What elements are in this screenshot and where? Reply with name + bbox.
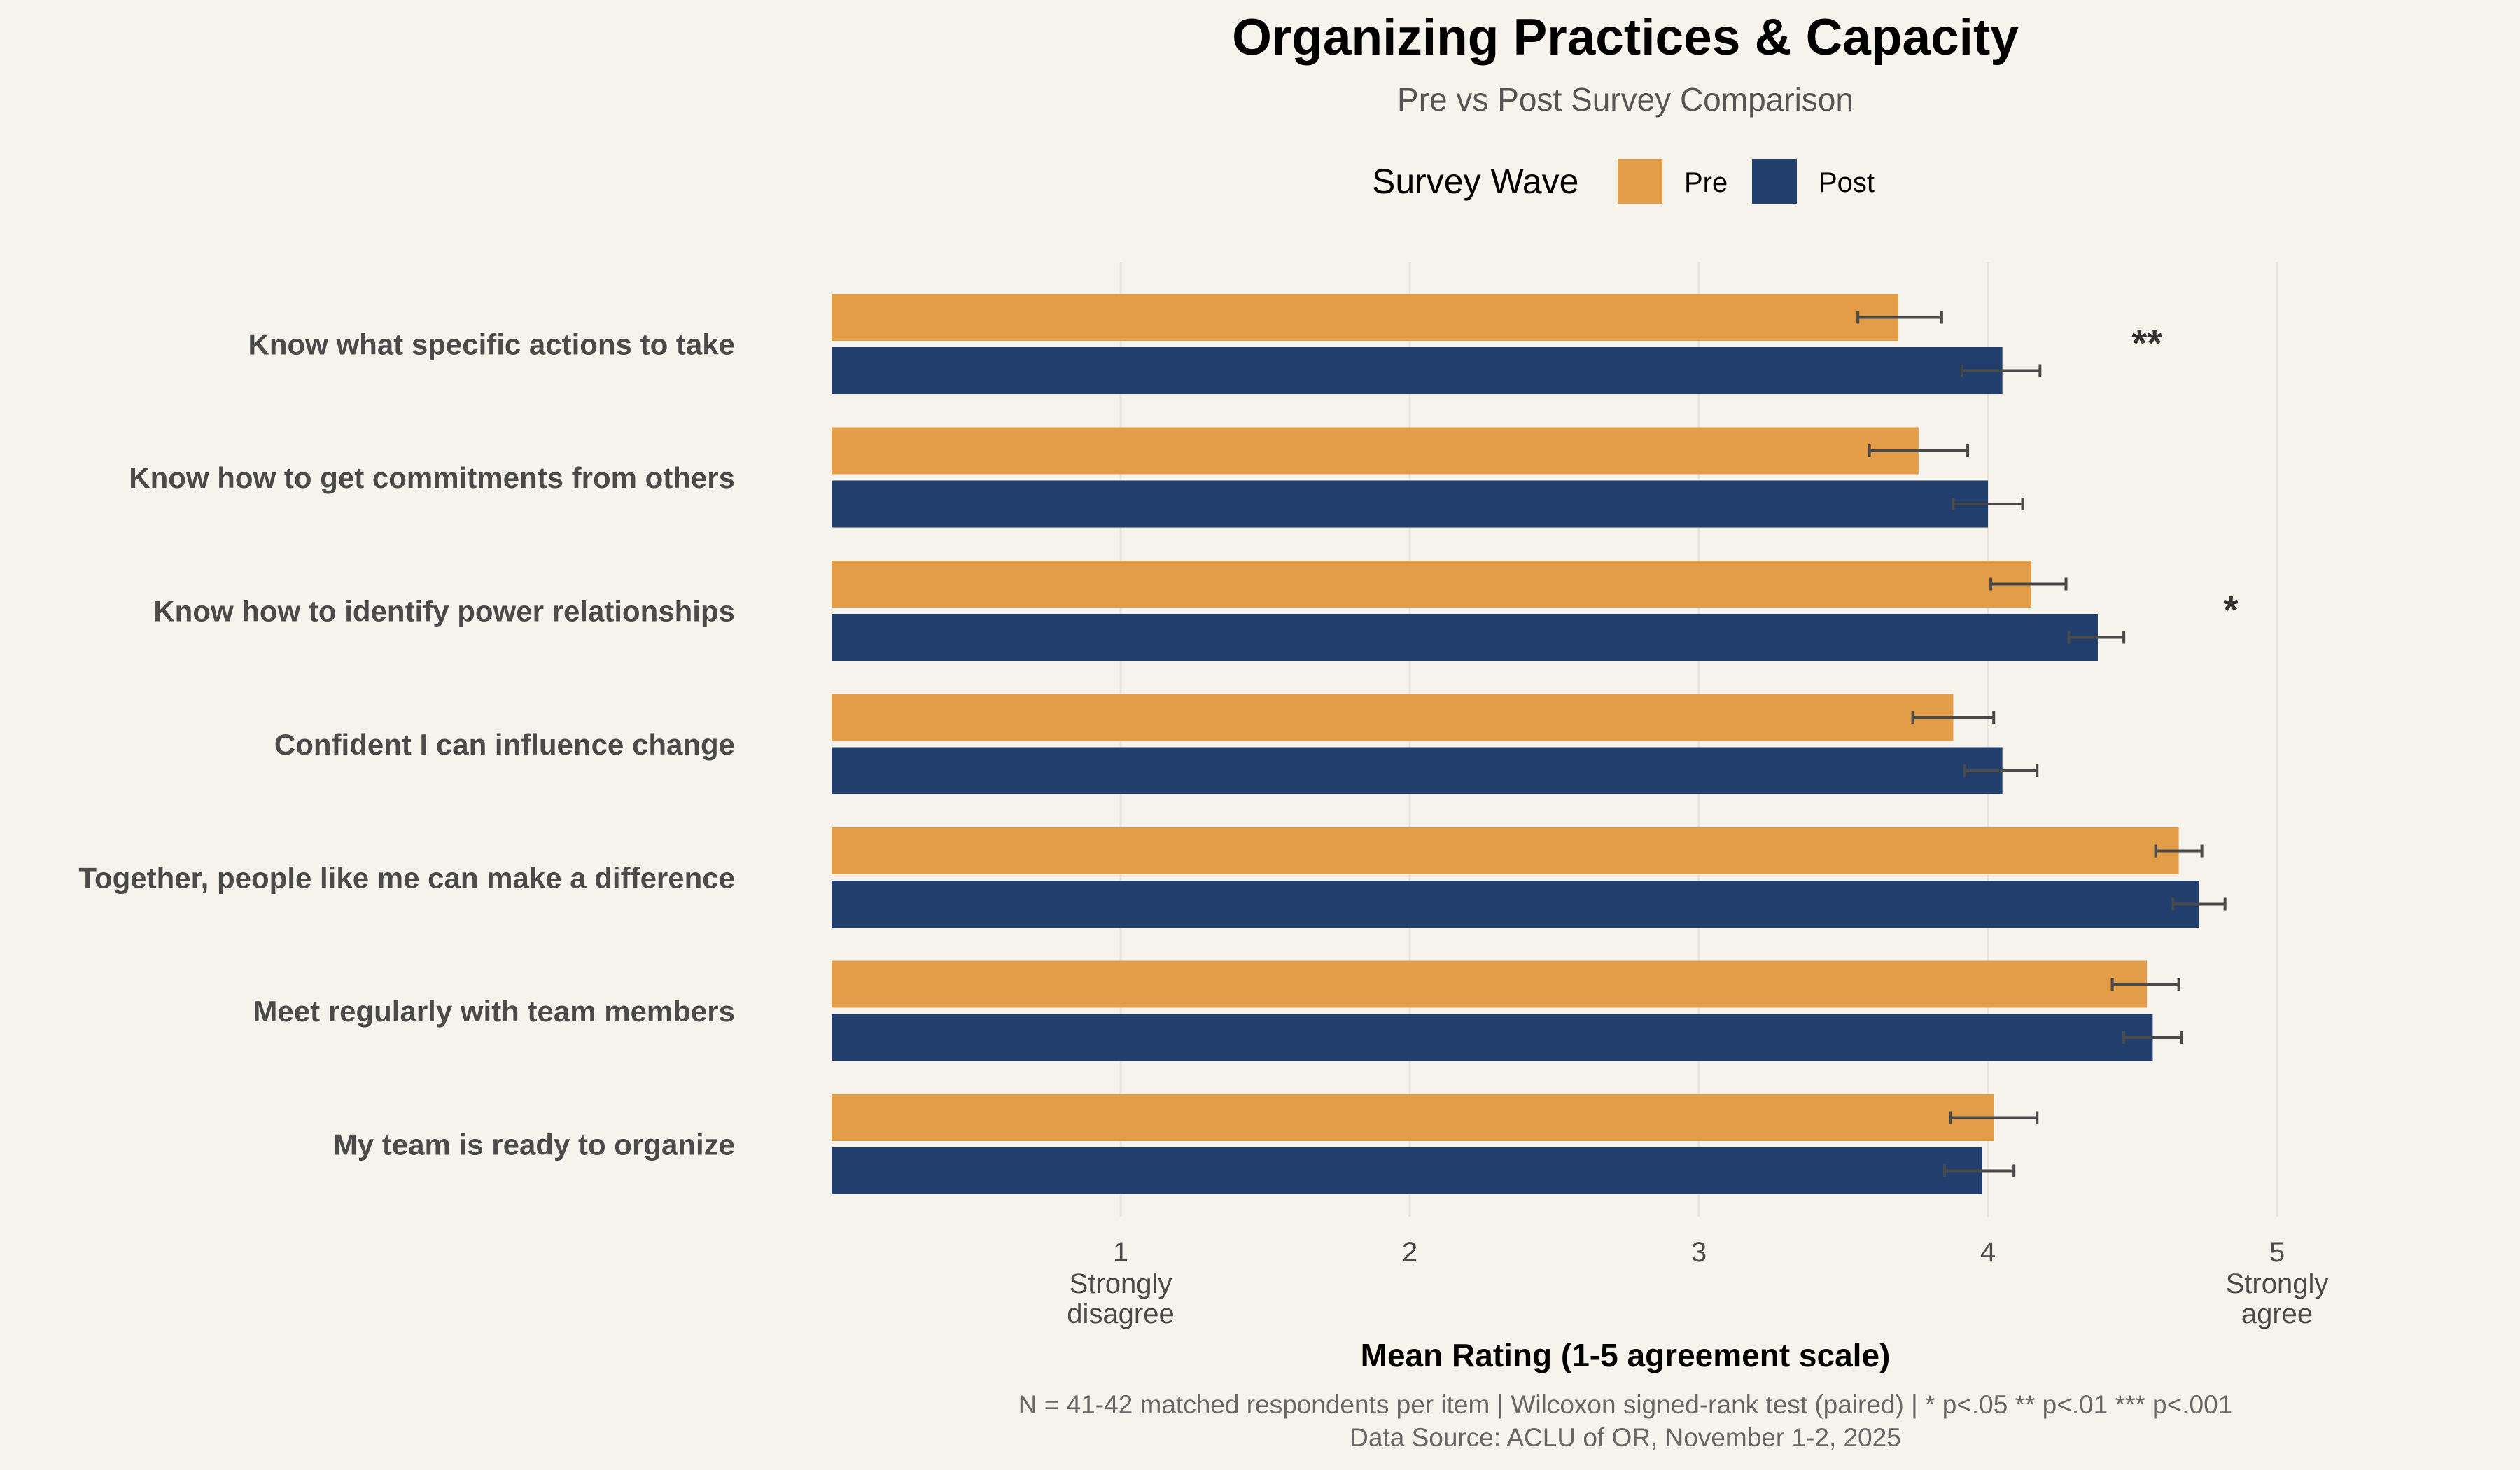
significance-marker-2: * bbox=[2223, 588, 2239, 632]
bar-post-7 bbox=[832, 1147, 1982, 1194]
error-bar-post-2 bbox=[1952, 498, 2024, 510]
x-tick-label-1: 1 bbox=[1113, 1237, 1128, 1268]
legend-label-post: Post bbox=[1819, 167, 1875, 198]
bar-pre-4 bbox=[832, 694, 1954, 741]
significance-marker-1: ** bbox=[2132, 321, 2162, 365]
bars bbox=[832, 294, 2199, 1194]
category-label-7: My team is ready to organize bbox=[333, 1128, 735, 1161]
error-bar-pre-1 bbox=[1856, 311, 1943, 324]
legend-title: Survey Wave bbox=[1372, 162, 1578, 201]
caption-line-2: Data Source: ACLU of OR, November 1-2, 2… bbox=[1350, 1423, 1901, 1452]
bar-pre-2 bbox=[832, 427, 1919, 475]
x-tick-label-4: 4 bbox=[1980, 1237, 1996, 1268]
error-bar-pre-3 bbox=[1989, 578, 2068, 591]
x-axis-label: Mean Rating (1-5 agreement scale) bbox=[1361, 1337, 1891, 1373]
error-bar-post-4 bbox=[1963, 764, 2039, 777]
chart-title: Organizing Practices & Capacity bbox=[1232, 9, 2019, 66]
error-bar-post-6 bbox=[2122, 1031, 2183, 1044]
bar-pre-1 bbox=[832, 294, 1898, 341]
bar-post-6 bbox=[832, 1014, 2153, 1061]
category-label-4: Confident I can influence change bbox=[274, 728, 735, 761]
error-bar-post-7 bbox=[1943, 1164, 2016, 1177]
category-label-3: Know how to identify power relationships bbox=[153, 595, 735, 628]
x-tick-label-5: 5 bbox=[2269, 1237, 2285, 1268]
error-bar-pre-5 bbox=[2154, 844, 2204, 858]
legend-swatch-pre bbox=[1618, 159, 1662, 204]
legend-swatch-post bbox=[1752, 159, 1797, 204]
bar-post-3 bbox=[832, 614, 2098, 661]
error-bar-post-3 bbox=[2067, 631, 2126, 644]
bar-post-4 bbox=[832, 747, 2003, 794]
error-bars bbox=[1856, 311, 2227, 1177]
bar-pre-7 bbox=[832, 1094, 1994, 1141]
x-tick-sublabel-1-2: disagree bbox=[1067, 1298, 1174, 1329]
bar-pre-3 bbox=[832, 561, 2031, 608]
error-bar-pre-2 bbox=[1868, 444, 1970, 457]
category-label-5: Together, people like me can make a diff… bbox=[78, 862, 735, 895]
significance-markers: *** bbox=[2132, 321, 2239, 632]
bar-pre-6 bbox=[832, 960, 2148, 1008]
bar-post-2 bbox=[832, 480, 1988, 528]
error-bar-pre-6 bbox=[2110, 978, 2180, 990]
chart-subtitle: Pre vs Post Survey Comparison bbox=[1397, 81, 1854, 118]
x-tick-sublabel-1-1: Strongly bbox=[1070, 1268, 1172, 1299]
category-label-6: Meet regularly with team members bbox=[253, 995, 735, 1028]
error-bar-pre-7 bbox=[1949, 1111, 2039, 1124]
category-labels: Know what specific actions to take Know h… bbox=[78, 328, 735, 1161]
x-tick-sublabel-5-2: agree bbox=[2241, 1298, 2313, 1329]
x-tick-label-3: 3 bbox=[1691, 1237, 1707, 1268]
bar-post-1 bbox=[832, 347, 2003, 394]
legend: Survey Wave Pre Post bbox=[1372, 159, 1875, 204]
legend-label-pre: Pre bbox=[1684, 167, 1728, 198]
category-label-2: Know how to get commitments from others bbox=[129, 461, 735, 494]
error-bar-pre-4 bbox=[1911, 711, 1996, 724]
error-bar-post-5 bbox=[2171, 897, 2227, 911]
bar-pre-5 bbox=[832, 827, 2179, 874]
x-tick-sublabel-5-1: Strongly bbox=[2226, 1268, 2329, 1299]
bar-post-5 bbox=[832, 881, 2199, 927]
error-bar-post-1 bbox=[1960, 364, 2042, 377]
x-tick-label-2: 2 bbox=[1402, 1237, 1418, 1268]
category-label-1: Know what specific actions to take bbox=[248, 328, 735, 361]
caption-line-1: N = 41-42 matched respondents per item |… bbox=[1018, 1390, 2233, 1419]
